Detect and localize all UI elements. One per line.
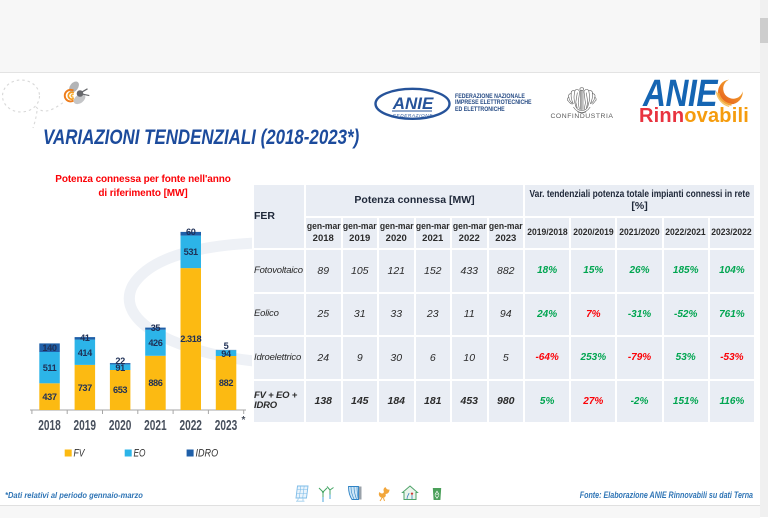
svg-text:511: 511 <box>43 363 57 373</box>
svg-text:EO: EO <box>134 448 146 460</box>
svg-text:414: 414 <box>78 348 93 358</box>
svg-text:*: * <box>242 415 246 426</box>
svg-text:ANIE: ANIE <box>392 94 434 113</box>
svg-text:882: 882 <box>219 378 233 388</box>
svg-text:2019: 2019 <box>74 418 97 434</box>
svg-text:437: 437 <box>42 392 56 402</box>
svg-text:IDRO: IDRO <box>196 448 219 460</box>
svg-text:653: 653 <box>113 385 127 395</box>
svg-text:35: 35 <box>151 323 161 333</box>
svg-text:FEDERAZIONE: FEDERAZIONE <box>393 113 433 118</box>
svg-text:140: 140 <box>42 343 56 353</box>
svg-text:2018: 2018 <box>38 418 61 434</box>
svg-text:426: 426 <box>148 338 162 348</box>
svg-text:41: 41 <box>80 333 90 343</box>
svg-text:2022: 2022 <box>179 418 202 434</box>
svg-text:60: 60 <box>186 227 196 237</box>
svg-text:2.318: 2.318 <box>180 334 201 344</box>
svg-text:737: 737 <box>78 383 92 393</box>
svg-text:5: 5 <box>224 341 229 351</box>
svg-text:2021: 2021 <box>144 418 167 434</box>
svg-text:886: 886 <box>148 378 162 388</box>
svg-text:2020: 2020 <box>109 418 132 434</box>
svg-text:FV: FV <box>74 448 86 460</box>
svg-text:2023: 2023 <box>215 418 238 434</box>
svg-text:22: 22 <box>115 356 125 366</box>
svg-text:531: 531 <box>184 247 198 257</box>
